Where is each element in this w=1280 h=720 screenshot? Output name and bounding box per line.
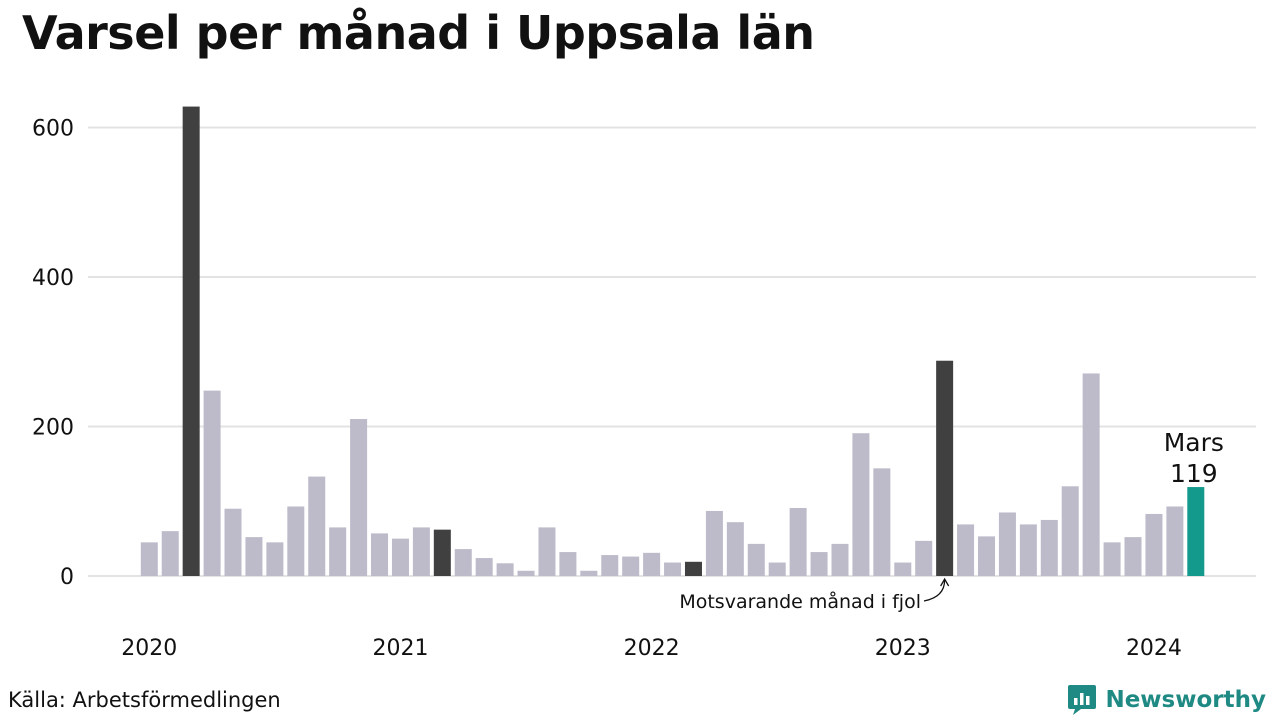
bar-2021-01 [391,538,409,577]
bar-2023-09 [1061,486,1079,576]
bar-2022-03 [684,561,702,576]
bar-2020-01 [140,542,158,576]
bar-2021-03 [433,529,451,576]
bar-2021-11 [601,555,619,576]
bar-2022-02 [664,562,682,576]
brand-logo: Newsworthy [1067,684,1266,716]
comparison-arrow-head-icon [940,577,950,587]
bar-2023-05 [978,536,995,576]
bar-2022-01 [643,552,661,576]
bar-2022-10 [831,543,849,576]
bar-2023-08 [1040,519,1058,576]
x-tick-label: 2024 [1126,636,1182,661]
bar-2023-06 [998,512,1016,576]
y-tick-label: 200 [32,416,74,441]
bar-2020-03 [182,106,200,576]
bar-2021-07 [517,570,535,576]
comparison-arrow-line [923,579,946,602]
bar-2024-03 [1187,487,1205,576]
bar-2022-11 [852,433,870,576]
current-month-value: 119 [1170,459,1218,488]
bar-2021-05 [475,558,493,576]
bar-2020-11 [350,419,368,576]
y-tick-label: 600 [32,117,74,142]
bar-2023-03 [936,360,954,576]
brand-name: Newsworthy [1105,687,1266,713]
bar-2020-02 [161,531,179,576]
x-tick-label: 2021 [372,636,428,661]
bar-2024-01 [1145,513,1163,576]
bar-2022-04 [705,510,723,576]
bar-2020-09 [308,476,326,576]
bar-2021-06 [496,563,514,576]
y-axis: 0 200 400 600 [32,117,74,591]
newsworthy-logo-icon [1068,685,1097,715]
bar-2023-02 [915,540,933,576]
bar-2020-08 [287,506,305,576]
y-tick-label: 400 [32,266,74,291]
bar-2024-02 [1166,506,1184,576]
x-axis: 2020 2021 2022 2023 2024 [121,636,1182,661]
bar-2023-07 [1019,524,1037,576]
bar-2022-12 [873,468,891,576]
source-note: Källa: Arbetsförmedlingen [8,688,281,712]
comparison-note: Motsvarande månad i fjol [679,590,921,613]
bar-2023-04 [957,524,975,576]
bar-2021-09 [559,552,577,576]
bar-2023-01 [894,562,912,576]
gridlines [88,126,1256,577]
bar-2022-05 [726,522,744,576]
chart-title: Varsel per månad i Uppsala län [22,6,815,60]
bar-2023-11 [1103,542,1121,576]
y-tick-label: 0 [60,565,74,590]
bar-2023-12 [1124,537,1142,576]
bar-2021-10 [580,570,598,576]
bar-2021-12 [622,556,640,577]
bar-2022-09 [810,552,828,576]
x-tick-label: 2020 [121,636,177,661]
bar-2022-07 [768,562,786,576]
bar-2021-08 [538,527,556,576]
bar-2020-05 [224,508,242,577]
bar-2020-04 [203,390,221,576]
x-tick-label: 2023 [875,636,931,661]
bar-2022-06 [747,543,765,576]
bar-2023-10 [1082,373,1100,576]
bar-2020-12 [371,533,389,576]
bar-2020-10 [329,527,347,576]
bar-2020-06 [245,537,263,576]
bar-2020-07 [266,542,284,576]
current-month-label: Mars [1164,428,1224,457]
x-tick-label: 2022 [624,636,680,661]
bar-2022-08 [789,507,807,576]
bar-2021-04 [454,549,472,576]
bar-2021-02 [412,527,430,576]
bars [140,106,1205,577]
